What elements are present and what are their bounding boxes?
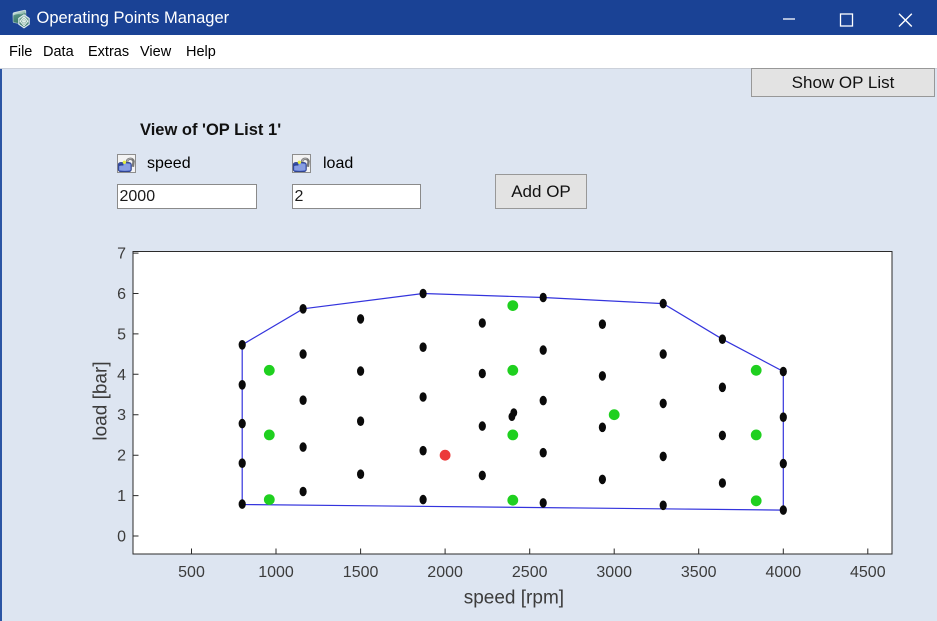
- svg-text:6: 6: [117, 286, 126, 303]
- svg-text:3500: 3500: [681, 564, 717, 581]
- svg-text:5: 5: [117, 326, 126, 343]
- svg-text:load [bar]: load [bar]: [91, 361, 112, 440]
- svg-text:4500: 4500: [850, 564, 886, 581]
- svg-text:2000: 2000: [427, 564, 463, 581]
- svg-text:1: 1: [117, 488, 126, 505]
- svg-text:1500: 1500: [343, 564, 379, 581]
- svg-text:2: 2: [117, 448, 126, 465]
- svg-text:speed [rpm]: speed [rpm]: [464, 588, 564, 609]
- svg-text:3000: 3000: [596, 564, 632, 581]
- svg-text:4000: 4000: [766, 564, 802, 581]
- svg-text:7: 7: [117, 246, 126, 263]
- svg-text:2500: 2500: [512, 564, 548, 581]
- svg-text:500: 500: [178, 564, 205, 581]
- svg-text:4: 4: [117, 367, 126, 384]
- svg-text:0: 0: [117, 529, 126, 546]
- svg-text:3: 3: [117, 407, 126, 424]
- svg-text:1000: 1000: [258, 564, 294, 581]
